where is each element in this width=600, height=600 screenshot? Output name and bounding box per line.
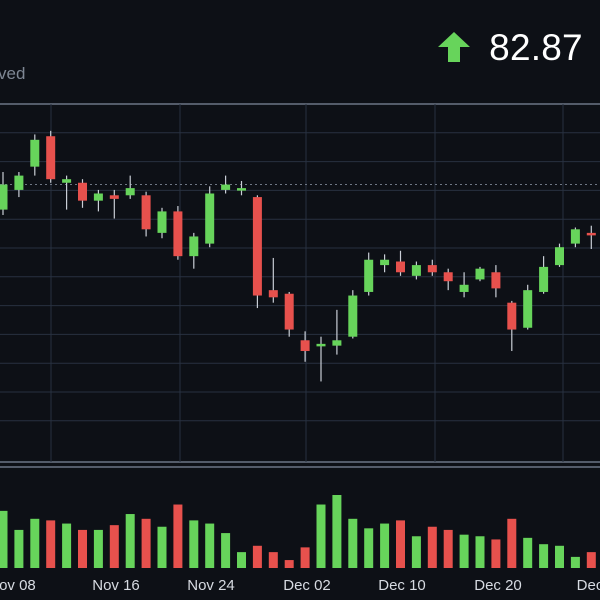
candle-body	[173, 211, 183, 257]
volume-bar	[411, 536, 421, 568]
volume-bar	[364, 528, 374, 568]
volume-bar	[221, 533, 231, 568]
x-axis-tick-label: Dec	[577, 577, 600, 594]
candle-body	[30, 139, 40, 167]
volume-bar	[427, 526, 437, 568]
candle-body	[93, 193, 103, 201]
volume-bar	[157, 526, 167, 568]
candle-body	[539, 266, 549, 292]
volume-bar	[586, 552, 596, 568]
volume-bar	[62, 523, 72, 568]
candle-body	[459, 284, 469, 292]
volume-bar	[173, 504, 183, 568]
candle-body	[300, 340, 310, 352]
candle-body	[523, 290, 533, 328]
x-axis-tick-label: Nov 24	[187, 577, 235, 594]
candle-body	[411, 265, 421, 276]
candle-body	[586, 232, 596, 236]
volume-bar	[300, 547, 310, 568]
x-axis-tick-label: Dec 20	[474, 577, 522, 594]
candle-body	[78, 182, 87, 201]
candle-body	[14, 175, 24, 190]
volume-bar	[539, 544, 549, 568]
candle-body	[109, 195, 119, 199]
volume-bar	[46, 520, 56, 568]
volume-bar	[475, 536, 485, 568]
candle-body	[189, 236, 199, 257]
candle-body	[252, 197, 262, 296]
candle-body	[316, 343, 326, 347]
x-axis-tick-label: Nov 16	[92, 577, 140, 594]
volume-bar	[125, 514, 135, 568]
volume-bar	[491, 539, 501, 568]
volume-bar	[109, 525, 119, 568]
candle-body	[0, 184, 8, 210]
candle-body	[332, 340, 342, 346]
volume-bar	[141, 518, 151, 568]
volume-bar	[268, 552, 278, 568]
current-price: 82.87	[489, 26, 583, 68]
volume-bar	[523, 537, 533, 568]
volume-bar	[380, 523, 390, 568]
status-text: ved	[0, 64, 26, 83]
candle-body	[141, 195, 151, 230]
candle-body	[284, 293, 294, 330]
volume-bar	[252, 545, 262, 568]
arrow-up-icon	[438, 32, 471, 62]
candle-body	[221, 184, 231, 190]
price-summary: 82.87 +0	[437, 27, 600, 67]
volume-bar	[93, 529, 103, 568]
volume-bar	[348, 518, 358, 568]
volume-bar	[189, 520, 199, 568]
candle-body	[125, 188, 135, 196]
candle-body	[475, 268, 485, 280]
volume-bar	[30, 518, 40, 568]
price-header: ved 82.87 +0	[0, 0, 600, 104]
volume-bar	[396, 520, 405, 568]
candle-body	[237, 188, 246, 191]
volume-bar	[284, 560, 294, 568]
candle-body	[491, 272, 501, 289]
candle-body	[570, 229, 580, 244]
volume-bar	[459, 534, 469, 568]
candle-body	[268, 290, 278, 298]
x-axis-tick-label: Nov 08	[0, 577, 36, 594]
volume-bar	[316, 504, 326, 568]
x-axis-tick-label: Dec 10	[378, 577, 426, 594]
volume-bar	[332, 495, 342, 568]
candle-body	[507, 302, 517, 330]
candle-body	[348, 295, 358, 337]
volume-bar	[0, 510, 8, 568]
volume-bar	[205, 523, 215, 568]
x-axis-tick-label: Dec 02	[283, 577, 331, 594]
candle-body	[396, 261, 405, 273]
candle-body	[427, 265, 437, 273]
volume-bar	[555, 545, 564, 568]
volume-bar	[237, 552, 246, 568]
volume-bar	[570, 556, 580, 568]
candle-body	[157, 211, 167, 233]
volume-bar	[14, 529, 24, 568]
candle-body	[62, 179, 72, 183]
volume-bar	[507, 518, 517, 568]
volume-bar	[443, 529, 453, 568]
candle-body	[443, 272, 453, 282]
volume-bar	[78, 529, 87, 568]
candle-body	[555, 247, 564, 266]
candle-body	[205, 193, 215, 244]
candle-body	[364, 259, 374, 292]
candle-body	[380, 259, 390, 266]
candle-body	[46, 136, 56, 180]
